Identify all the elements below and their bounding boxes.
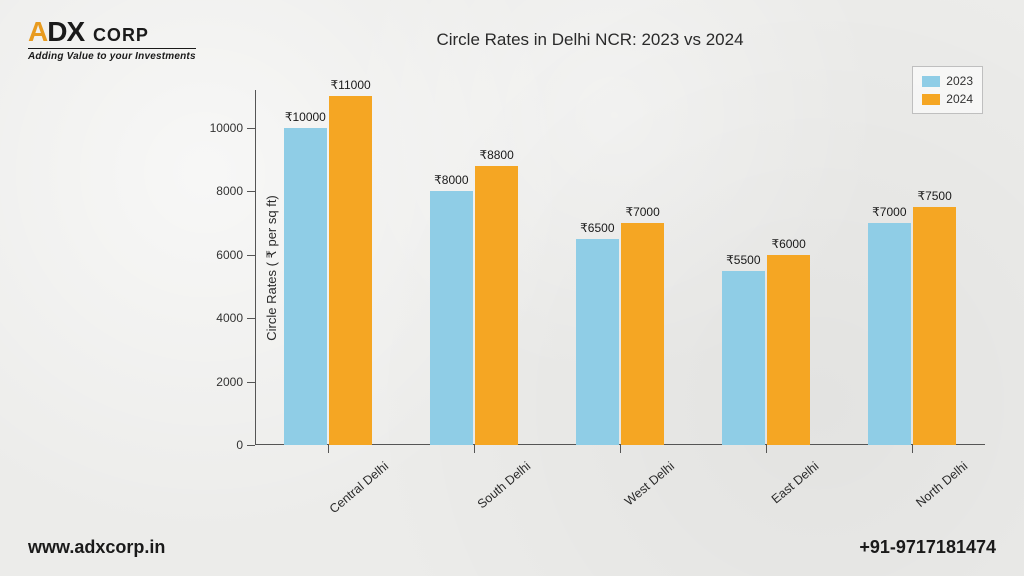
legend-swatch-2023 xyxy=(922,76,940,87)
y-tick-label: 4000 xyxy=(216,311,243,325)
x-tick-label: Central Delhi xyxy=(327,459,391,516)
bar: ₹7000 xyxy=(621,223,663,445)
bar-value-label: ₹8800 xyxy=(479,148,513,162)
y-tick xyxy=(247,128,255,129)
brand-tagline: Adding Value to your Investments xyxy=(28,48,196,62)
y-axis-line xyxy=(255,90,256,445)
y-tick-label: 8000 xyxy=(216,184,243,198)
bar-value-label: ₹7000 xyxy=(872,205,906,219)
y-tick xyxy=(247,382,255,383)
bar: ₹6000 xyxy=(767,255,809,445)
y-tick xyxy=(247,445,255,446)
y-tick-label: 6000 xyxy=(216,248,243,262)
bar: ₹8000 xyxy=(430,191,472,445)
bar-value-label: ₹5500 xyxy=(726,253,760,267)
y-tick-label: 0 xyxy=(236,438,243,452)
y-tick xyxy=(247,191,255,192)
bar: ₹6500 xyxy=(576,239,618,445)
x-tick-label: North Delhi xyxy=(913,459,970,510)
y-tick-label: 10000 xyxy=(210,121,243,135)
bar: ₹10000 xyxy=(284,128,326,445)
y-tick-label: 2000 xyxy=(216,375,243,389)
plot-area: Circle Rates ( ₹ per sq ft) 020004000600… xyxy=(255,90,985,445)
legend-item-2023: 2023 xyxy=(922,72,973,90)
y-tick xyxy=(247,318,255,319)
bar: ₹5500 xyxy=(722,271,764,445)
bar-value-label: ₹6000 xyxy=(771,237,805,251)
bar-value-label: ₹7000 xyxy=(625,205,659,219)
bar: ₹7000 xyxy=(868,223,910,445)
legend-label-2023: 2023 xyxy=(946,72,973,90)
footer-phone: +91-9717181474 xyxy=(859,537,996,558)
x-tick xyxy=(766,445,767,453)
brand-logo: ADX CORP Adding Value to your Investment… xyxy=(28,18,196,62)
x-tick xyxy=(328,445,329,453)
x-tick xyxy=(912,445,913,453)
circle-rates-chart: Circle Rates in Delhi NCR: 2023 vs 2024 … xyxy=(185,30,995,525)
bar: ₹11000 xyxy=(329,96,371,445)
x-tick xyxy=(620,445,621,453)
y-axis-label: Circle Rates ( ₹ per sq ft) xyxy=(264,195,280,341)
x-tick-label: West Delhi xyxy=(622,459,677,508)
x-tick xyxy=(474,445,475,453)
bar-value-label: ₹11000 xyxy=(331,78,371,92)
x-tick-label: South Delhi xyxy=(475,459,534,511)
footer-website: www.adxcorp.in xyxy=(28,537,165,558)
bar-value-label: ₹8000 xyxy=(434,173,468,187)
bar: ₹8800 xyxy=(475,166,517,445)
y-tick xyxy=(247,255,255,256)
bar-value-label: ₹7500 xyxy=(917,189,951,203)
bar-value-label: ₹6500 xyxy=(580,221,614,235)
bar: ₹7500 xyxy=(913,207,955,445)
x-tick-label: East Delhi xyxy=(769,459,822,506)
bar-value-label: ₹10000 xyxy=(285,110,326,124)
chart-title: Circle Rates in Delhi NCR: 2023 vs 2024 xyxy=(185,30,995,50)
